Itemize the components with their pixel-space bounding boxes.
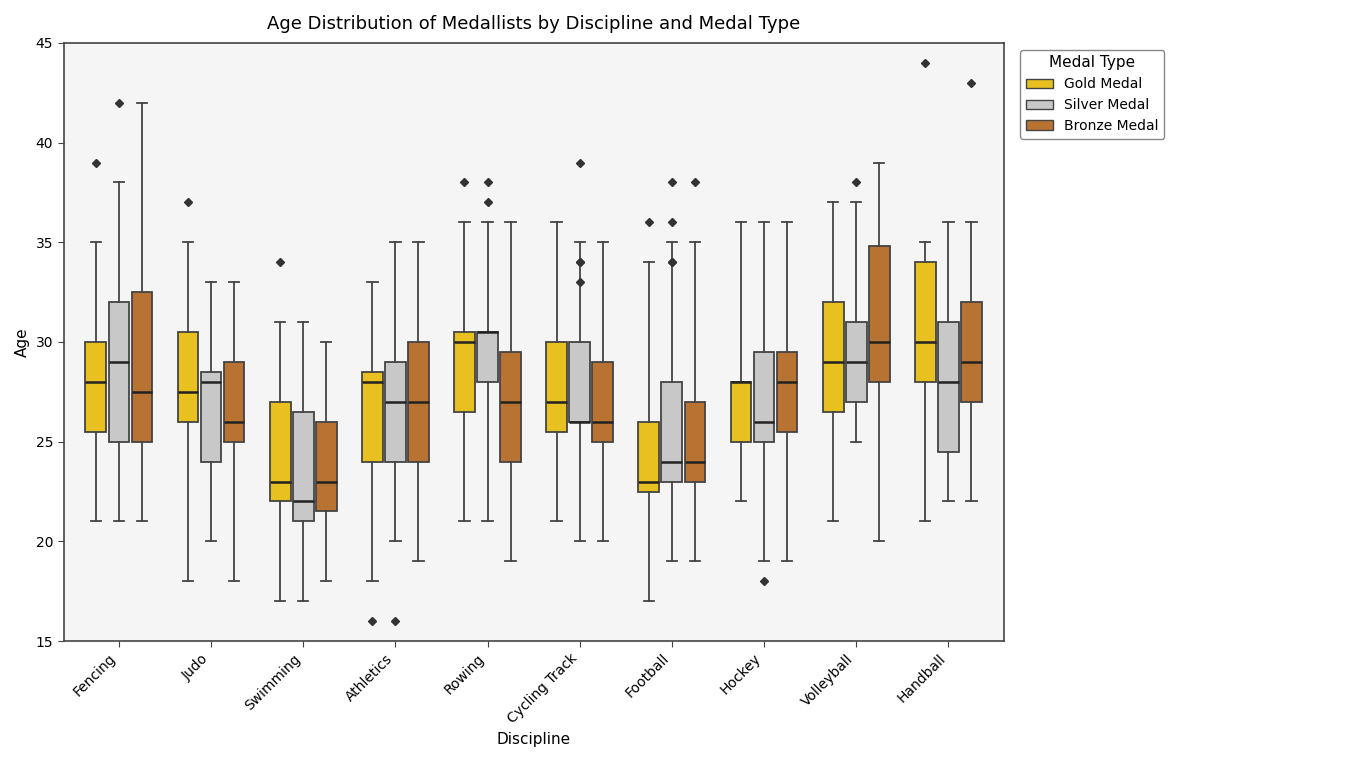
PathPatch shape [270, 402, 290, 501]
PathPatch shape [501, 352, 521, 462]
PathPatch shape [455, 332, 475, 411]
PathPatch shape [938, 322, 958, 452]
PathPatch shape [593, 362, 613, 442]
PathPatch shape [408, 342, 429, 462]
Title: Age Distribution of Medallists by Discipline and Medal Type: Age Distribution of Medallists by Discip… [267, 15, 801, 33]
PathPatch shape [570, 342, 590, 421]
PathPatch shape [132, 292, 152, 442]
PathPatch shape [178, 332, 198, 421]
PathPatch shape [293, 411, 313, 521]
PathPatch shape [776, 352, 798, 432]
PathPatch shape [638, 421, 660, 491]
PathPatch shape [661, 382, 683, 482]
PathPatch shape [730, 382, 752, 442]
PathPatch shape [753, 352, 775, 442]
PathPatch shape [201, 372, 221, 462]
PathPatch shape [961, 302, 981, 402]
PathPatch shape [547, 342, 567, 432]
PathPatch shape [915, 262, 936, 382]
PathPatch shape [478, 332, 498, 382]
PathPatch shape [109, 302, 129, 442]
PathPatch shape [684, 402, 706, 482]
PathPatch shape [868, 246, 890, 382]
X-axis label: Discipline: Discipline [497, 732, 571, 747]
PathPatch shape [362, 372, 383, 462]
Legend: Gold Medal, Silver Medal, Bronze Medal: Gold Medal, Silver Medal, Bronze Medal [1020, 50, 1164, 139]
PathPatch shape [822, 302, 844, 411]
PathPatch shape [85, 342, 106, 432]
PathPatch shape [316, 421, 337, 511]
Y-axis label: Age: Age [15, 327, 30, 357]
PathPatch shape [224, 362, 244, 442]
PathPatch shape [845, 322, 867, 402]
PathPatch shape [385, 362, 406, 462]
